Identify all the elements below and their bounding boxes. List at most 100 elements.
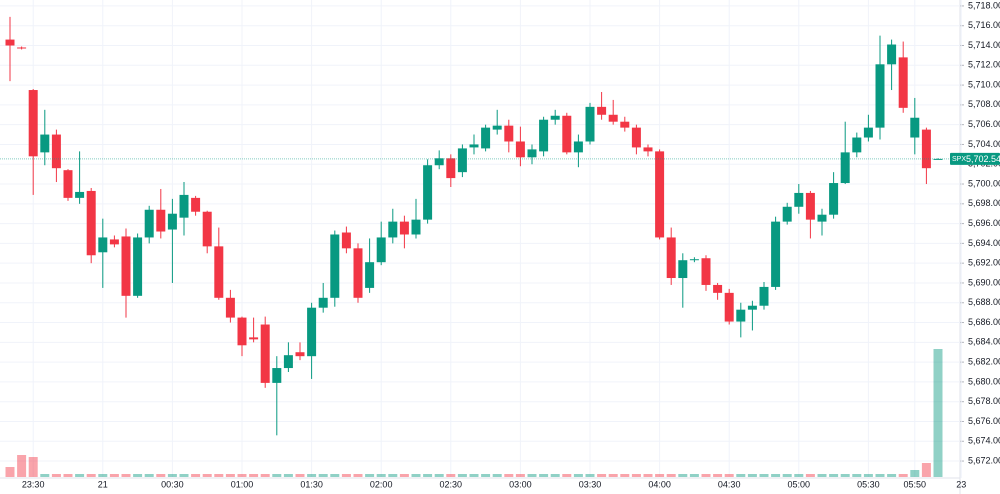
candle-body: [597, 106, 607, 115]
candle-body: [747, 305, 757, 310]
y-tick-label: 5,714.00: [968, 40, 1000, 50]
volume-bar: [457, 474, 467, 477]
candle-body: [295, 352, 305, 357]
candle-body: [527, 149, 537, 158]
candle-body: [794, 192, 804, 207]
volume-bar: [109, 474, 119, 477]
volume-bar: [167, 474, 177, 477]
volume-bar: [51, 474, 61, 477]
candle-body: [724, 292, 734, 322]
candle-body: [5, 39, 15, 46]
candle-body: [156, 209, 166, 232]
y-tick-label: 5,710.00: [968, 79, 1000, 89]
candle-body: [40, 134, 50, 153]
volume-bar: [179, 474, 189, 477]
volume-bar: [852, 474, 862, 477]
volume-bar: [736, 474, 746, 477]
candle-body: [86, 190, 96, 256]
volume-bar: [701, 474, 711, 477]
candle-body: [655, 151, 665, 238]
volume-bar: [504, 474, 514, 477]
volume-bar: [771, 474, 781, 477]
candle-body: [643, 147, 653, 152]
volume-bar: [272, 474, 282, 477]
volume-bar: [365, 474, 375, 477]
candle-body: [759, 286, 769, 306]
volume-bar: [875, 474, 885, 477]
candle-body: [469, 144, 479, 148]
volume-bar: [805, 474, 815, 477]
candle-body: [202, 211, 212, 247]
candle-body: [562, 115, 572, 153]
y-tick-label: 5,698.00: [968, 198, 1000, 208]
volume-bar: [156, 474, 166, 477]
candle-body: [550, 115, 560, 120]
candle-body: [283, 355, 293, 369]
volume-bar: [782, 474, 792, 477]
volume-bar: [225, 474, 235, 477]
volume-bar: [17, 455, 27, 477]
candle-body: [365, 262, 375, 288]
x-tick-label: 23: [956, 479, 966, 489]
volume-bar: [539, 474, 549, 477]
candle-body: [260, 324, 270, 383]
volume-bar: [121, 474, 131, 477]
candle-body: [109, 239, 119, 245]
volume-bar: [330, 474, 340, 477]
y-tick-label: 5,690.00: [968, 277, 1000, 287]
candle-body: [457, 148, 467, 173]
volume-bar: [446, 474, 456, 477]
last-price-label: 5,702.54: [966, 154, 1000, 164]
x-tick-label: 02:00: [370, 479, 393, 489]
x-tick-label: 05:30: [857, 479, 880, 489]
candle-body: [887, 44, 897, 65]
volume-bar: [817, 474, 827, 477]
candle-body: [423, 165, 433, 220]
volume-bar: [260, 474, 270, 477]
volume-bar: [759, 474, 769, 477]
candle-body: [713, 284, 723, 293]
candle-body: [446, 158, 456, 179]
volume-bar: [237, 474, 247, 477]
y-tick-label: 5,684.00: [968, 337, 1000, 347]
candle-body: [75, 191, 85, 198]
candle-body: [840, 152, 850, 184]
y-tick-label: 5,686.00: [968, 317, 1000, 327]
volume-bar: [550, 474, 560, 477]
volume-bar: [40, 474, 50, 477]
volume-bar: [573, 474, 583, 477]
candle-body: [17, 47, 27, 49]
y-tick-label: 5,694.00: [968, 238, 1000, 248]
volume-bar: [527, 474, 537, 477]
x-tick-label: 04:30: [718, 479, 741, 489]
x-tick-label: 02:30: [440, 479, 463, 489]
volume-bar: [411, 474, 421, 477]
volume-bar: [492, 474, 502, 477]
candle-body: [249, 337, 259, 340]
volume-bar: [307, 474, 317, 477]
x-tick-label: 05:00: [788, 479, 811, 489]
candle-body: [782, 206, 792, 222]
candle-body: [481, 127, 491, 149]
volume-bar: [678, 474, 688, 477]
volume-bar: [840, 474, 850, 477]
candle-body: [28, 90, 38, 157]
candle-body: [852, 137, 862, 153]
volume-bar: [63, 474, 73, 477]
candle-body: [225, 297, 235, 318]
y-tick-label: 5,672.00: [968, 455, 1000, 465]
candle-body: [771, 221, 781, 287]
volume-bar: [585, 474, 595, 477]
volume-bar: [469, 474, 479, 477]
x-tick-label: 04:00: [648, 479, 671, 489]
x-tick-label: 00:30: [161, 479, 184, 489]
candle-body: [376, 237, 386, 263]
volume-bar: [829, 474, 839, 477]
y-tick-label: 5,678.00: [968, 396, 1000, 406]
x-tick-label: 03:30: [579, 479, 602, 489]
candle-body: [689, 259, 699, 261]
candle-body: [133, 237, 143, 296]
candle-body: [272, 368, 282, 383]
volume-bar: [388, 474, 398, 477]
